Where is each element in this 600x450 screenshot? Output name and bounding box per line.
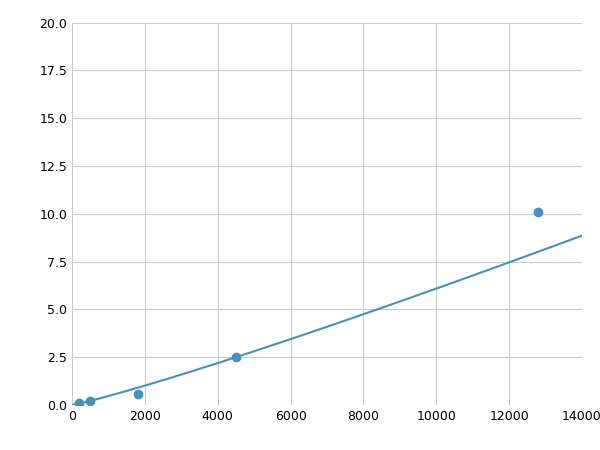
Point — [231, 354, 241, 361]
Point — [85, 398, 95, 405]
Point — [133, 390, 142, 397]
Point — [74, 400, 84, 407]
Point — [533, 208, 543, 216]
